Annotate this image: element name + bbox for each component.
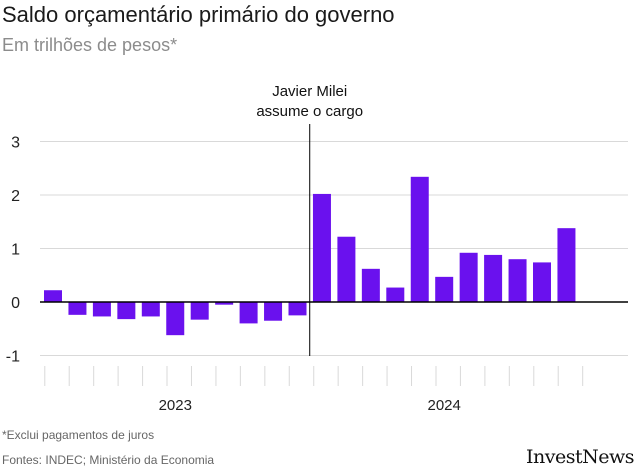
- bar: [410, 176, 429, 302]
- bar: [117, 302, 136, 320]
- bar: [484, 254, 503, 302]
- gridlines: [40, 141, 628, 356]
- bar: [239, 302, 258, 324]
- bar: [312, 193, 331, 302]
- bar: [557, 228, 576, 302]
- bar-chart: 3 2 1 0 -1 2023 2024 Javier Milei assume o ca…: [6, 83, 628, 414]
- y-tick-label: 3: [11, 135, 20, 152]
- x-group-label: 2024: [428, 397, 461, 414]
- bar: [508, 259, 527, 302]
- bar: [435, 276, 454, 302]
- bar: [166, 302, 185, 336]
- source-note: Fontes: INDEC; Ministério da Economia: [2, 453, 215, 467]
- bar: [141, 302, 160, 317]
- bar: [386, 287, 405, 302]
- x-group-label: 2023: [159, 397, 192, 414]
- bar: [361, 268, 380, 302]
- footnote: *Exclui pagamentos de juros: [2, 428, 155, 442]
- brand-logo: InvestNews: [526, 446, 635, 468]
- y-tick-label: 1: [11, 242, 20, 259]
- y-tick-label: -1: [6, 349, 20, 366]
- annotation-text-line1: Javier Milei: [272, 83, 347, 100]
- x-axis-ticks: 2023 2024: [44, 366, 584, 414]
- bar: [190, 302, 209, 320]
- bar: [459, 252, 478, 302]
- bar: [92, 302, 111, 317]
- bar: [215, 302, 234, 305]
- bars: [40, 176, 628, 336]
- chart-subtitle: Em trilhões de pesos*: [2, 35, 178, 55]
- bar: [337, 236, 356, 302]
- bar: [44, 290, 62, 302]
- bar: [264, 302, 283, 321]
- annotation-text-line2: assume o cargo: [256, 103, 363, 120]
- chart-title: Saldo orçamentário primário do governo: [2, 2, 395, 27]
- y-tick-label: 2: [11, 188, 20, 205]
- bar: [68, 302, 87, 315]
- y-tick-labels: 3 2 1 0 -1: [6, 135, 20, 366]
- annotation: Javier Milei assume o cargo: [256, 83, 363, 356]
- y-tick-label: 0: [11, 295, 20, 312]
- bar: [288, 302, 307, 316]
- bar: [533, 262, 551, 302]
